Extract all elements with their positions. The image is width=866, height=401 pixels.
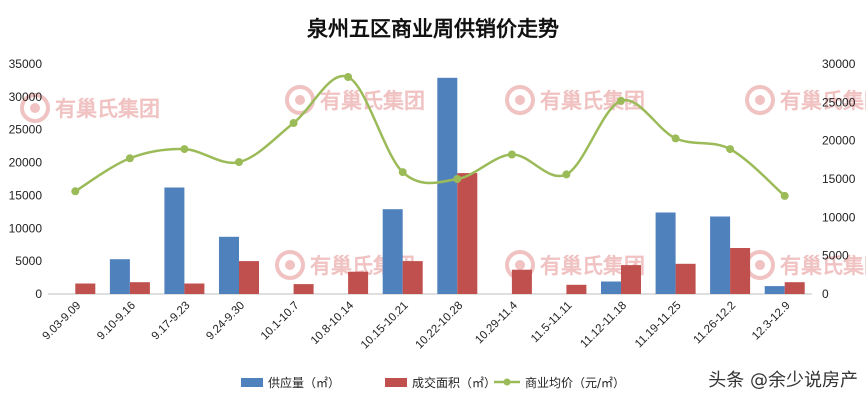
left-tick-label: 20000 bbox=[9, 156, 43, 170]
watermark-logo: 有巢氏集团 bbox=[745, 85, 866, 115]
right-tick-label: 15000 bbox=[822, 172, 856, 186]
price-point bbox=[125, 154, 134, 163]
deal-bar bbox=[293, 284, 314, 294]
price-point bbox=[398, 168, 407, 177]
supply-bar bbox=[710, 216, 731, 294]
supply-bar bbox=[437, 77, 458, 294]
legend-swatch-deal bbox=[385, 378, 407, 387]
legend-swatch-supply bbox=[241, 378, 263, 387]
deal-bar bbox=[784, 282, 805, 294]
deal-bar bbox=[129, 282, 150, 294]
supply-bar bbox=[219, 236, 239, 294]
deal-bar bbox=[730, 248, 751, 294]
watermark-text: 有巢氏集团 bbox=[780, 89, 866, 113]
price-point bbox=[71, 187, 80, 196]
deal-bar bbox=[348, 271, 369, 294]
price-point bbox=[235, 158, 243, 167]
supply-bar bbox=[601, 281, 621, 294]
price-point bbox=[671, 134, 680, 143]
supply-bar bbox=[655, 212, 676, 294]
watermark-logo: 有巢氏集团 bbox=[285, 85, 425, 115]
price-point bbox=[562, 170, 571, 179]
deal-bar bbox=[239, 261, 259, 294]
right-tick-label: 5000 bbox=[822, 249, 849, 263]
left-tick-label: 25000 bbox=[9, 123, 43, 137]
x-tick-label: 9.17-9.23 bbox=[150, 300, 193, 343]
x-tick-label: 10.22-10.28 bbox=[414, 300, 466, 352]
deal-bar bbox=[675, 263, 696, 294]
price-point bbox=[726, 145, 735, 154]
legend-swatch-price-marker bbox=[503, 378, 511, 386]
deal-bar bbox=[566, 284, 587, 294]
deal-bar bbox=[75, 283, 96, 294]
legend: 供应量（㎡） 成交面积（㎡） 商业均价（元/㎡） bbox=[241, 375, 625, 390]
price-point bbox=[289, 119, 298, 127]
price-point bbox=[780, 191, 789, 200]
price-point bbox=[507, 150, 516, 159]
right-tick-label: 0 bbox=[822, 287, 829, 301]
price-point bbox=[180, 145, 189, 154]
left-tick-label: 10000 bbox=[9, 221, 43, 235]
x-tick-label: 10.15-10.21 bbox=[359, 300, 411, 352]
x-tick-label: 9.10-9.16 bbox=[95, 300, 138, 343]
right-tick-label: 20000 bbox=[822, 134, 856, 148]
deal-bar bbox=[402, 261, 423, 294]
x-tick-label: 12.3-12.9 bbox=[750, 300, 793, 343]
x-tick-label: 11.26-12.2 bbox=[691, 300, 738, 347]
supply-bar bbox=[764, 286, 785, 294]
left-axis: 0 5000 10000 15000 20000 25000 30000 35000 bbox=[9, 57, 43, 301]
x-tick-label: 10.29-11.4 bbox=[473, 299, 520, 346]
bars-layer bbox=[75, 77, 805, 294]
credit-watermark: 头条 @余少说房产 bbox=[708, 370, 858, 391]
price-point bbox=[453, 175, 462, 183]
x-tick-label: 10.8-10.14 bbox=[309, 299, 357, 347]
supply-bar bbox=[109, 259, 130, 294]
legend-label-price: 商业均价（元/㎡） bbox=[525, 375, 625, 390]
deal-bar bbox=[511, 269, 532, 294]
chart-title: 泉州五区商业周供销价走势 bbox=[307, 17, 559, 41]
x-tick-label: 9.24-9.30 bbox=[204, 300, 247, 343]
watermark-text: 有巢氏集团 bbox=[55, 97, 160, 121]
legend-label-supply: 供应量（㎡） bbox=[268, 375, 340, 390]
deal-bar bbox=[621, 265, 641, 294]
price-line bbox=[74, 74, 786, 197]
right-tick-label: 30000 bbox=[822, 57, 856, 71]
x-tick-label: 11.5-11.11 bbox=[529, 300, 575, 346]
x-tick-labels: 9.03-9.09 9.10-9.16 9.17-9.23 9.24-9.30 10.1… bbox=[41, 299, 793, 351]
x-tick-label: 11.19-11.25 bbox=[633, 300, 684, 351]
x-tick-label: 11.12-11.18 bbox=[578, 300, 629, 351]
deal-bar bbox=[184, 283, 205, 294]
left-tick-label: 5000 bbox=[15, 254, 42, 268]
left-tick-label: 35000 bbox=[9, 57, 43, 71]
watermark-logo: 有巢氏集团 bbox=[20, 93, 160, 123]
deal-bar bbox=[457, 173, 478, 294]
supply-bar bbox=[164, 187, 185, 294]
left-tick-label: 30000 bbox=[9, 90, 43, 104]
watermark-text: 有巢氏集团 bbox=[320, 89, 425, 113]
x-tick-label: 9.03-9.09 bbox=[41, 300, 84, 343]
watermark-text: 有巢氏集团 bbox=[780, 254, 866, 278]
watermark-logo: 有巢氏集团 bbox=[745, 250, 866, 280]
right-tick-label: 10000 bbox=[822, 210, 856, 224]
legend-label-deal: 成交面积（㎡） bbox=[412, 375, 496, 390]
supply-bar bbox=[382, 209, 403, 294]
left-tick-label: 15000 bbox=[9, 188, 43, 202]
price-point bbox=[344, 73, 353, 81]
left-tick-label: 0 bbox=[35, 287, 42, 301]
right-axis: 0 5000 10000 15000 20000 25000 30000 bbox=[822, 57, 856, 301]
price-point bbox=[617, 96, 625, 105]
right-tick-label: 25000 bbox=[822, 95, 856, 109]
line-layer bbox=[71, 73, 789, 200]
x-tick-label: 10.1-10.7 bbox=[259, 300, 302, 343]
